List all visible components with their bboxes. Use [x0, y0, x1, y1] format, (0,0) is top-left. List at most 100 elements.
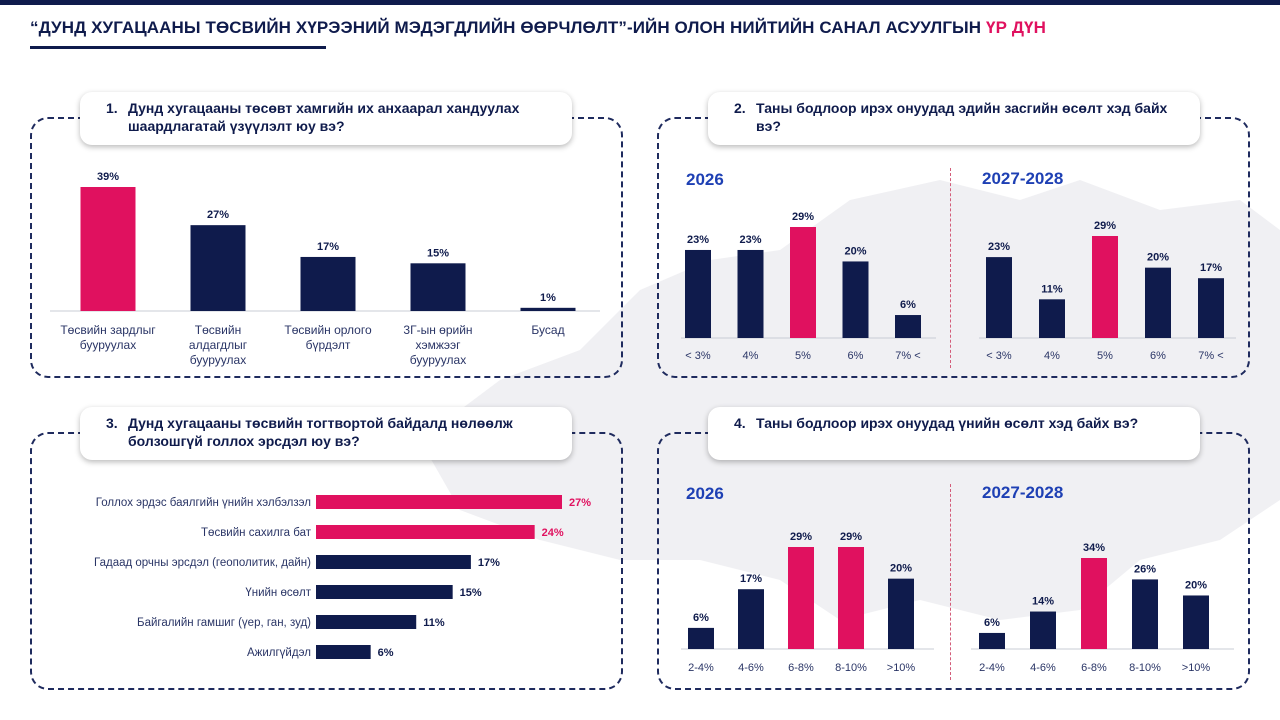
bar — [1183, 595, 1209, 649]
page-title-main: “ДУНД ХУГАЦААНЫ ТӨСВИЙН ХҮРЭЭНИЙ МЭДЭГДЛ… — [30, 18, 987, 37]
category-label-line: < 3% — [685, 350, 711, 362]
category-label-line: бууруулах — [190, 353, 246, 367]
data-label: 17% — [317, 241, 339, 253]
data-label: 29% — [1094, 220, 1116, 232]
q4-divider — [950, 484, 951, 680]
data-label: 6% — [900, 299, 916, 311]
bar — [737, 249, 764, 338]
data-label: 15% — [427, 247, 449, 259]
data-label: 1% — [540, 292, 556, 304]
data-label: 17% — [478, 557, 500, 569]
q2-subtitle-2026: 2026 — [686, 170, 724, 189]
bar — [1132, 579, 1158, 649]
bar — [410, 263, 466, 311]
page-title-accent: ҮР ДҮН — [986, 18, 1046, 37]
data-label: 15% — [460, 587, 482, 599]
bar — [688, 627, 714, 649]
bar — [986, 257, 1012, 338]
data-label: 23% — [739, 234, 761, 246]
category-label-line: 2-4% — [979, 662, 1005, 674]
bar — [1092, 236, 1118, 338]
category-label: >10% — [887, 662, 916, 674]
data-label: 20% — [890, 563, 912, 575]
category-label-line: >10% — [1182, 662, 1211, 674]
category-label-line: Төсвийн зардлыг — [60, 323, 156, 337]
bar — [316, 495, 562, 509]
category-label-line: 4% — [1044, 350, 1060, 362]
chart-q2-2027-2028: 23% < 3% 11% 4% 29% 5% 20% 6% 17% 7% < — [979, 220, 1236, 362]
data-label: 29% — [840, 531, 862, 543]
question-text: Дунд хугацааны төсөвт хамгийн их анхаара… — [128, 100, 520, 134]
question-number: 4. — [734, 415, 746, 431]
bar — [300, 256, 356, 311]
category-label: 7% < — [895, 350, 920, 362]
data-label: 34% — [1083, 542, 1105, 554]
category-label-line: бууруулах — [80, 338, 136, 352]
bar — [316, 555, 471, 569]
question-box-q1: 1. Дунд хугацааны төсөвт хамгийн их анха… — [80, 92, 572, 145]
bar — [1030, 611, 1056, 649]
bar — [838, 547, 864, 649]
category-label-line: 5% — [1097, 350, 1113, 362]
bar — [979, 632, 1005, 649]
bar — [190, 225, 246, 311]
category-label: 4% — [743, 350, 759, 362]
page-title: “ДУНД ХУГАЦААНЫ ТӨСВИЙН ХҮРЭЭНИЙ МЭДЭГДЛ… — [30, 18, 1046, 38]
category-label-line: бууруулах — [410, 353, 466, 367]
category-label-line: Төсвийн орлого — [284, 323, 372, 337]
category-label: Төсвийн сахилга бат — [201, 527, 312, 539]
category-label-line: 5% — [795, 350, 811, 362]
category-label: 5% — [1097, 350, 1113, 362]
chart-q2-2026: 23% < 3% 23% 4% 29% 5% 20% 6% 6% 7% < — [681, 211, 936, 362]
bar — [1081, 558, 1107, 649]
q2-divider — [950, 168, 951, 368]
question-box-q3: 3. Дунд хугацааны төсвийн тогтвортой бай… — [80, 407, 572, 460]
category-label: >10% — [1182, 662, 1211, 674]
data-label: 23% — [687, 234, 709, 246]
category-label: Төсвийн орлого бүрдэлт — [284, 323, 372, 352]
chart-q3: Голлох эрдэс баялгийн үнийн хэлбэлзэл 27%… — [94, 495, 591, 659]
chart-q4-2027-2028: 6% 2-4% 14% 4-6% 34% 6-8% 26% 8-10% 20% >10% — [971, 542, 1234, 674]
category-label: 6% — [1150, 350, 1166, 362]
question-text: Таны бодлоор ирэх онуудад үнийн өсөлт хэ… — [756, 415, 1139, 431]
bar — [80, 187, 136, 311]
category-label: Төсвийн зардлыг бууруулах — [60, 323, 156, 352]
category-label-line: 6% — [848, 350, 864, 362]
data-label: 26% — [1134, 563, 1156, 575]
data-label: 20% — [1147, 252, 1169, 264]
category-label: Бусад — [531, 323, 564, 337]
category-label: 2-4% — [688, 662, 714, 674]
category-label-line: 7% < — [895, 350, 920, 362]
question-number: 3. — [106, 415, 118, 431]
category-label: 7% < — [1198, 350, 1223, 362]
category-label: Ажилгүйдэл — [247, 647, 311, 659]
question-box-q2: 2. Таны бодлоор ирэх онуудад эдийн засги… — [708, 92, 1200, 145]
data-label: 6% — [693, 612, 709, 624]
category-label-line: 3Г-ын өрийн — [403, 323, 472, 337]
category-label: 8-10% — [835, 662, 867, 674]
category-label: 6-8% — [788, 662, 814, 674]
category-label: Голлох эрдэс баялгийн үнийн хэлбэлзэл — [96, 497, 311, 509]
data-label: 14% — [1032, 596, 1054, 608]
data-label: 24% — [542, 527, 564, 539]
category-label: 8-10% — [1129, 662, 1161, 674]
question-number: 2. — [734, 100, 746, 116]
category-label-line: < 3% — [986, 350, 1012, 362]
top-strip — [0, 0, 1280, 5]
question-number: 1. — [106, 100, 118, 116]
data-label: 29% — [790, 531, 812, 543]
data-label: 11% — [423, 617, 445, 629]
chart-q4-2026: 6% 2-4% 17% 4-6% 29% 6-8% 29% 8-10% 20% >10% — [681, 531, 934, 674]
category-label: 5% — [795, 350, 811, 362]
category-label-line: алдагдлыг — [189, 338, 248, 352]
category-label: Гадаад орчны эрсдэл (геополитик, дайн) — [94, 557, 311, 569]
data-label: 6% — [378, 647, 394, 659]
bar — [316, 645, 371, 659]
data-label: 17% — [740, 573, 762, 585]
category-label: 4% — [1044, 350, 1060, 362]
q4-subtitle-2026: 2026 — [686, 484, 724, 503]
category-label: < 3% — [685, 350, 711, 362]
category-label-line: >10% — [887, 662, 916, 674]
data-label: 17% — [1200, 262, 1222, 274]
